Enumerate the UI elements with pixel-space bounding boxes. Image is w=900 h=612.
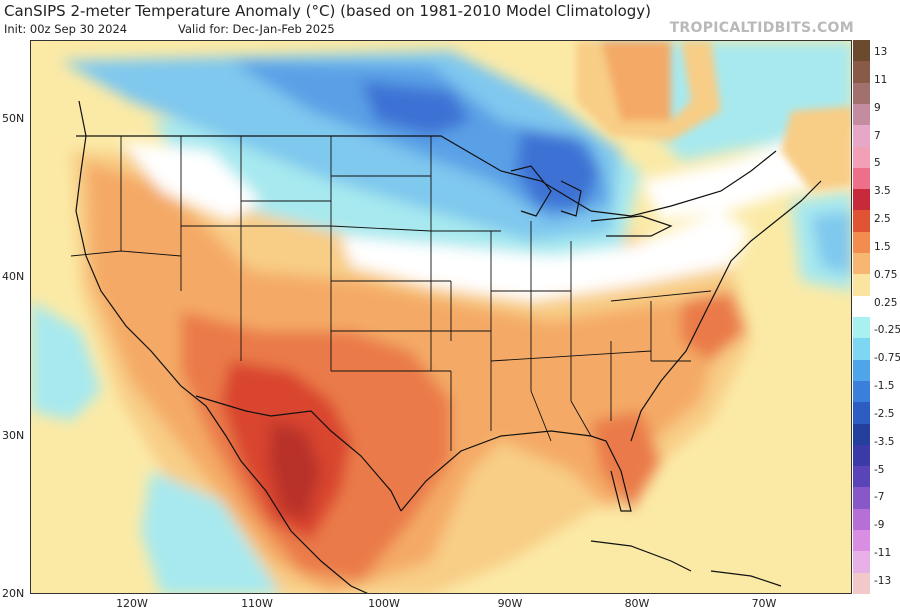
colorbar-swatch [853,295,870,318]
cool-deep-north [361,81,471,136]
init-time: Init: 00z Sep 30 2024 [4,22,128,36]
lon-label-80w: 80W [624,597,650,610]
colorbar-label: 5 [874,157,881,170]
great-lakes [510,165,673,237]
source-credit: TROPICALTIDBITS.COM [669,20,854,36]
lon-label-120w: 120W [116,597,148,610]
colorbar-label: 9 [874,101,881,114]
coastline-east [630,180,822,442]
borders [70,100,822,593]
state-lines [70,136,712,451]
colorbar-swatch [853,61,870,84]
colorbar-label: 7 [874,129,881,142]
warm-strong-florida [591,411,661,511]
cool-strong-region [231,61,611,221]
colorbar-swatch [853,338,870,361]
colorbar-swatch [853,551,870,574]
colorbar-swatch [853,508,870,531]
lat-label-50n: 50N [2,112,25,125]
valid-period: Valid for: Dec-Jan-Feb 2025 [178,22,335,36]
colorbar-swatch [853,125,870,148]
colorbar-label: -0.75 [874,352,900,365]
colorbar-swatch [853,317,870,339]
colorbar-swatch [853,103,870,126]
warm-light-quebec [576,41,721,141]
neutral-band-northwest [121,141,261,221]
cool-light-pacific [31,301,101,421]
colorbar-swatch [853,231,870,254]
warm-mid-quebec [601,41,671,121]
anomaly-map [30,40,852,594]
map-title: CanSIPS 2-meter Temperature Anomaly (°C)… [4,2,652,20]
border-canada-us [76,135,777,217]
border-us-mexico [195,395,402,512]
colorbar-label: 11 [874,73,888,86]
colorbar-swatch [853,146,870,169]
colorbar-label: 0.25 [874,296,898,309]
colorbar-swatch [853,487,870,510]
warm-light-maritimes [781,106,851,191]
lon-label-70w: 70W [751,597,777,610]
lon-label-90w: 90W [497,597,523,610]
colorbar-label: -13 [874,575,892,587]
colorbar-label: -5 [874,463,885,476]
colorbar-label: 3.5 [874,185,891,198]
map-canvas [31,41,851,593]
colorbar-swatch [853,82,870,105]
colorbar-swatch [853,423,870,446]
lon-label-100w: 100W [368,597,400,610]
colorbar-swatch [853,40,870,62]
colorbar-swatch [853,466,870,488]
colorbar-swatch [853,210,870,233]
colorbar-label: -3.5 [874,435,895,448]
colorbar [853,40,870,595]
warm-strong-east [681,291,746,361]
neutral-band-central [341,211,751,301]
colorbar-swatch [853,167,870,190]
colorbar-swatch [853,572,870,595]
colorbar-swatch [853,444,870,467]
colorbar-label: 1.5 [874,240,891,253]
colorbar-swatch [853,402,870,425]
cool-mid-region [61,51,621,241]
colorbar-label: -11 [874,547,892,560]
lat-label-30n: 30N [2,429,25,442]
colorbar-swatch [853,359,870,382]
colorbar-swatch [853,189,870,211]
warm-extreme-region [269,421,321,521]
cool-mid-atlantic [811,211,851,276]
colorbar-label: -2.5 [874,407,895,420]
colorbar-label: -9 [874,519,885,532]
cool-light-pacific-south [141,471,280,593]
header: CanSIPS 2-meter Temperature Anomaly (°C)… [0,0,900,40]
lat-label-20n: 20N [2,587,25,600]
colorbar-swatch [853,530,870,552]
colorbar-label: -7 [874,491,885,504]
colorbar-label: -0.25 [874,324,900,337]
colorbar-swatch [853,253,870,275]
colorbar-label: 2.5 [874,213,891,226]
colorbar-swatch [853,274,870,297]
colorbar-label: -1.5 [874,380,895,393]
lat-label-40n: 40N [2,270,25,283]
coastline-west [75,100,369,593]
cuba-coastline [590,540,782,587]
colorbar-swatch [853,380,870,403]
colorbar-label: 0.75 [874,268,898,281]
colorbar-label: 13 [874,46,888,58]
lon-label-110w: 110W [241,597,273,610]
